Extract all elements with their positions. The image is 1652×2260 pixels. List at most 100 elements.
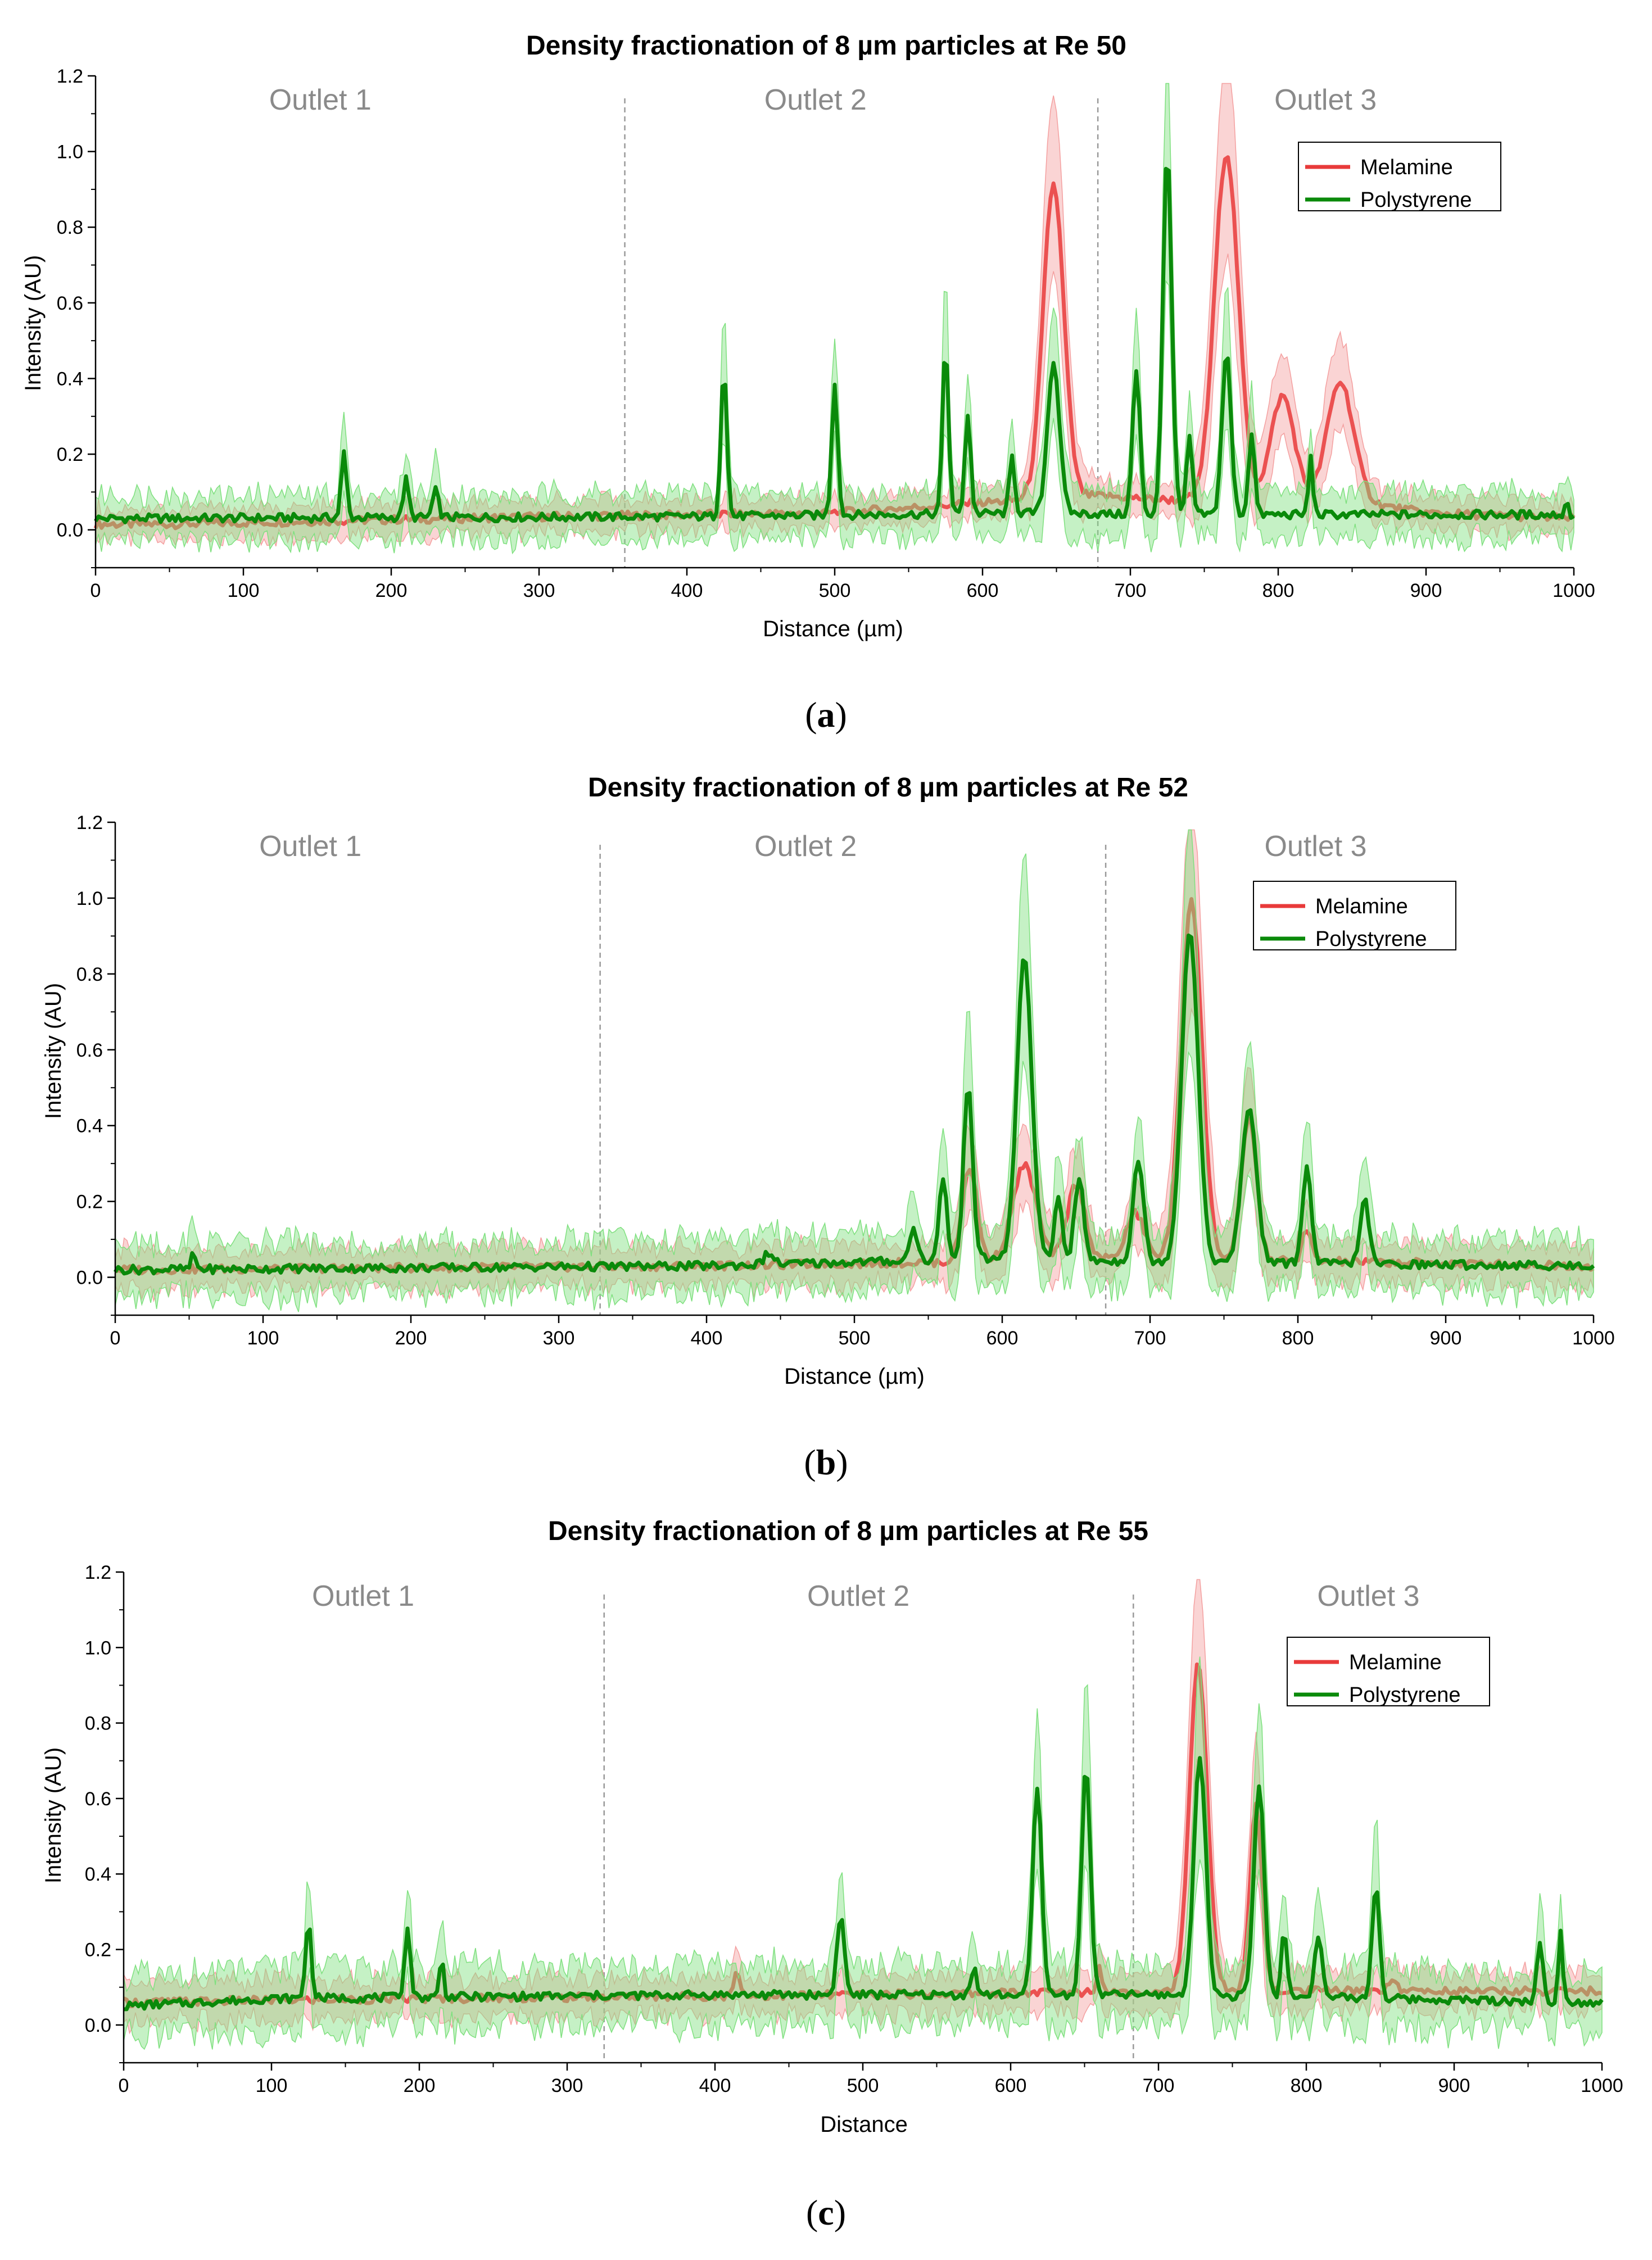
x-tick-label: 800 [1262,580,1295,601]
x-tick-label: 600 [967,580,999,601]
x-tick-label: 0 [119,2075,129,2096]
x-tick-label: 700 [1115,580,1147,601]
x-tick-label: 0 [110,1328,121,1349]
y-tick-label: 0.8 [85,1713,111,1734]
y-axis-label: Intensity (AU) [41,983,66,1119]
x-tick-label: 700 [1143,2075,1175,2096]
x-tick-label: 300 [551,2075,583,2096]
x-tick-label: 900 [1430,1328,1462,1349]
plot-area: 0 100 200 300 400 500 600 700 800 900 1000 0.0 0.2 0.… [76,812,1615,1349]
y-tick-label: 0.6 [85,1788,111,1810]
y-tick-label: 0.4 [57,368,83,390]
y-tick-label: 0.2 [76,1192,103,1213]
series-band-polystyrene [95,83,1574,555]
plot-area: 0 100 200 300 400 500 600 700 800 900 1000 0.0 0.2 0.… [57,66,1595,601]
region-label-outlet-3: Outlet 3 [1274,84,1377,116]
x-axis-label: Distance (µm) [784,1364,925,1389]
region-label-outlet-2: Outlet 2 [807,1580,909,1613]
x-tick-label: 300 [543,1328,575,1349]
x-tick-label: 400 [691,1328,723,1349]
chart-panel-a: Density fractionation of 8 µm particles … [0,0,1652,753]
chart-title: Density fractionation of 8 µm particles … [588,773,1188,803]
y-tick-label: 0.2 [85,1940,111,1961]
y-tick-label: 1.0 [85,1637,111,1659]
x-tick-label: 200 [404,2075,436,2096]
region-label-outlet-1: Outlet 1 [312,1580,414,1613]
x-tick-label: 600 [995,2075,1027,2096]
legend-label-polystyrene: Polystyrene [1315,927,1427,951]
y-tick-label: 0.6 [57,293,83,314]
y-tick-label: 0.4 [85,1864,111,1885]
x-tick-label: 1000 [1553,580,1595,601]
plot-area: 0 100 200 300 400 500 600 700 800 900 1000 0.0 0.2 0.… [85,1562,1623,2096]
series-line-melamine [93,155,1576,531]
panel-caption-b: (b) [804,1442,848,1482]
x-tick-label: 500 [839,1328,871,1349]
x-tick-label: 1000 [1581,2075,1623,2096]
x-tick-label: 900 [1410,580,1442,601]
legend-label-melamine: Melamine [1315,895,1408,918]
y-tick-label: 0.4 [76,1116,103,1137]
chart-panel-c: Density fractionation of 8 µm particles … [0,1501,1652,2260]
x-tick-label: 900 [1438,2075,1470,2096]
region-label-outlet-2: Outlet 2 [764,84,867,116]
x-tick-label: 100 [256,2075,288,2096]
y-tick-label: 0.0 [57,520,83,541]
region-label-outlet-1: Outlet 1 [269,84,372,116]
legend-label-melamine: Melamine [1360,156,1453,179]
x-tick-label: 100 [228,580,260,601]
series-line-polystyrene [94,166,1575,524]
x-tick-label: 0 [90,580,101,601]
x-tick-label: 600 [986,1328,1019,1349]
y-tick-label: 0.0 [76,1267,103,1289]
y-tick-label: 1.0 [57,142,83,163]
panel-caption-c: (c) [805,2193,847,2232]
x-axis-label: Distance [820,2112,908,2137]
y-tick-label: 1.0 [76,888,103,909]
y-tick-label: 0.8 [57,217,83,238]
y-tick-label: 0.8 [76,964,103,985]
chart-svg-b: Density fractionation of 8 µm particles … [41,773,1615,1389]
y-tick-label: 0.0 [85,2015,111,2036]
y-tick-label: 1.2 [57,66,83,87]
legend-label-polystyrene: Polystyrene [1360,188,1472,212]
y-axis-label: Intensity (AU) [41,1747,66,1883]
x-tick-label: 1000 [1572,1328,1615,1349]
chart-svg-c: Density fractionation of 8 µm particles … [41,1516,1623,2137]
x-tick-label: 700 [1134,1328,1166,1349]
legend-label-polystyrene: Polystyrene [1349,1683,1461,1707]
x-tick-label: 200 [395,1328,427,1349]
chart-svg-a: Density fractionation of 8 µm particles … [21,31,1595,641]
legend: Melamine Polystyrene [1253,881,1456,951]
panel-caption-a: (a) [805,695,847,735]
chart-title: Density fractionation of 8 µm particles … [526,31,1126,61]
legend: Melamine Polystyrene [1298,142,1501,212]
y-tick-label: 1.2 [85,1562,111,1583]
chart-title: Density fractionation of 8 µm particles … [548,1516,1148,1546]
legend-label-melamine: Melamine [1349,1651,1442,1674]
region-label-outlet-3: Outlet 3 [1265,830,1367,863]
x-tick-label: 400 [699,2075,731,2096]
x-tick-label: 500 [819,580,851,601]
x-axis-label: Distance (µm) [763,617,903,641]
x-tick-label: 200 [375,580,408,601]
legend: Melamine Polystyrene [1287,1637,1490,1707]
series-band-polystyrene [123,1656,1603,2050]
y-axis-label: Intensity (AU) [21,255,46,391]
x-tick-label: 300 [523,580,555,601]
y-tick-label: 1.2 [76,812,103,834]
x-tick-label: 800 [1282,1328,1314,1349]
region-label-outlet-3: Outlet 3 [1317,1580,1419,1613]
series-line-polystyrene [123,1756,1604,2012]
y-tick-label: 0.2 [57,444,83,465]
chart-panel-b: Density fractionation of 8 µm particles … [0,748,1652,1501]
x-tick-label: 100 [247,1328,279,1349]
region-label-outlet-1: Outlet 1 [259,830,361,863]
series-line-polystyrene [113,933,1595,1276]
x-tick-label: 400 [671,580,703,601]
x-tick-label: 800 [1291,2075,1323,2096]
region-label-outlet-2: Outlet 2 [754,830,857,863]
y-tick-label: 0.6 [76,1040,103,1061]
x-tick-label: 500 [847,2075,879,2096]
legend-box [1298,142,1501,211]
